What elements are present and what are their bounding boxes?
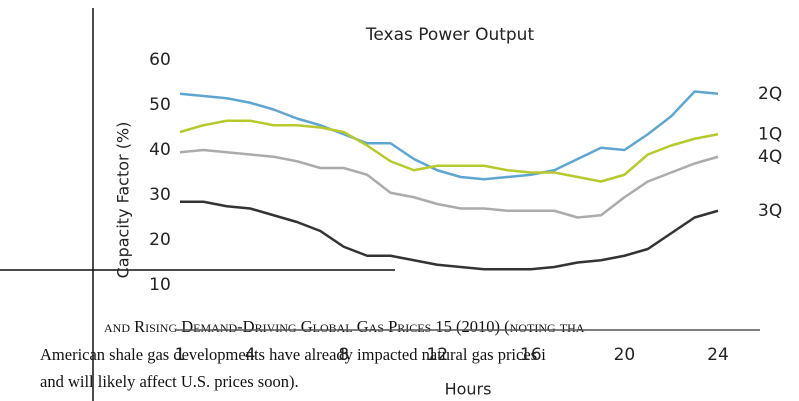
x-tick-label: 20 bbox=[614, 345, 636, 365]
x-tick-label: 8 bbox=[338, 345, 349, 365]
document-line: American shale gas developments have alr… bbox=[40, 345, 546, 364]
y-tick-label: 20 bbox=[149, 230, 171, 250]
series-label: 1Q bbox=[758, 124, 782, 144]
y-tick-label: 30 bbox=[149, 185, 171, 205]
x-tick-label: 16 bbox=[520, 345, 542, 365]
series-line bbox=[179, 90, 719, 181]
series-label: 3Q bbox=[758, 201, 782, 221]
y-tick-label: 40 bbox=[149, 140, 171, 160]
document-line: and will likely affect U.S. prices soon)… bbox=[40, 372, 299, 391]
series-line bbox=[179, 148, 719, 219]
document-line: and Rising Demand-Driving Global Gas Pri… bbox=[104, 317, 585, 336]
series-line bbox=[179, 119, 719, 183]
x-tick-label: 12 bbox=[426, 345, 448, 365]
y-tick-label: 50 bbox=[149, 95, 171, 115]
series-label: 4Q bbox=[758, 147, 782, 167]
x-tick-label: 1 bbox=[175, 345, 186, 365]
x-tick-label: 4 bbox=[245, 345, 256, 365]
x-tick-label: 24 bbox=[707, 345, 729, 365]
series-label: 2Q bbox=[758, 84, 782, 104]
y-tick-label: 10 bbox=[149, 275, 171, 295]
chart-title: Texas Power Output bbox=[365, 25, 535, 45]
x-axis-label: Hours bbox=[445, 380, 492, 399]
y-tick-label: 60 bbox=[149, 50, 171, 70]
y-axis-label: Capacity Factor (%) bbox=[114, 122, 133, 279]
series-line bbox=[180, 200, 719, 271]
